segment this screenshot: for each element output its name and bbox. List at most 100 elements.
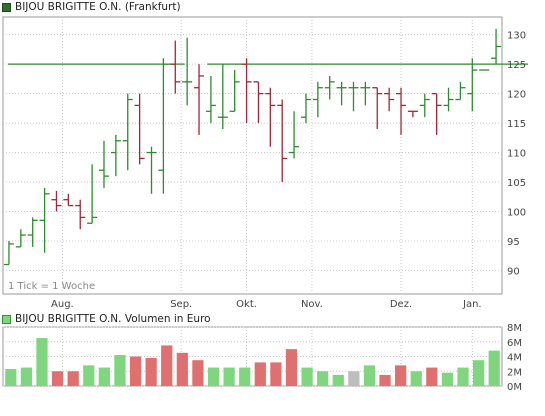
volume-bar — [395, 365, 407, 386]
price-x-tick-label: Nov. — [301, 299, 323, 310]
price-y-ticks: 90 95 100 105 110 115 120 125 130 — [507, 31, 526, 278]
ohlc-bar — [75, 199, 86, 230]
ohlc-bar — [348, 81, 359, 112]
price-y-tick-label: 125 — [507, 60, 526, 71]
price-y-tick-label: 100 — [507, 207, 526, 218]
volume-bar — [301, 367, 313, 386]
volume-bar — [270, 362, 282, 386]
volume-y-tick-label: 2M — [507, 367, 522, 378]
volume-bar — [20, 367, 33, 386]
price-y-tick-label: 120 — [507, 90, 526, 101]
ohlc-bar — [360, 81, 371, 106]
volume-bar — [114, 355, 126, 386]
price-y-tick-label: 90 — [507, 266, 520, 277]
volume-bars — [5, 338, 500, 386]
ohlc-bar — [289, 111, 300, 159]
ohlc-bar — [419, 93, 430, 118]
ohlc-bar — [51, 190, 62, 212]
volume-bar — [98, 367, 110, 386]
ohlc-bar — [110, 134, 121, 177]
ohlc-bar — [324, 75, 335, 100]
ohlc-bar — [455, 81, 466, 101]
volume-bar — [285, 349, 298, 386]
price-legend-swatch — [2, 2, 11, 12]
ohlc-bar — [336, 81, 347, 106]
ohlc-bar — [277, 99, 288, 183]
price-x-ticks: Aug. Sep. Okt. Nov. Dez. Jan. — [51, 299, 482, 310]
volume-bar — [488, 350, 500, 386]
ohlc-bar — [241, 58, 252, 124]
volume-bar — [223, 367, 235, 386]
volume-bar — [207, 367, 220, 386]
price-x-tick-label: Okt. — [236, 299, 257, 310]
volume-bar — [363, 365, 376, 386]
ohlc-bar — [158, 58, 169, 194]
ohlc-bar — [217, 64, 228, 129]
price-y-tick-label: 115 — [507, 119, 526, 130]
ohlc-bar — [443, 87, 454, 112]
price-y-tick-label: 110 — [507, 149, 526, 160]
volume-bar — [239, 367, 251, 386]
volume-y-tick-label: 4M — [507, 353, 522, 364]
ohlc-bar — [467, 58, 478, 112]
ohlc-bar — [122, 93, 133, 171]
ohlc-bar — [300, 93, 311, 124]
ohlc-bar — [134, 93, 145, 165]
ohlc-bar — [170, 40, 181, 94]
ohlc-bar — [3, 240, 14, 266]
volume-bar — [145, 357, 157, 386]
ohlc-bar — [396, 87, 407, 135]
volume-bar — [254, 362, 266, 386]
price-y-tick-label: 95 — [507, 237, 520, 248]
ohlc-bar — [312, 81, 323, 118]
ohlc-bar — [229, 70, 240, 112]
ohlc-bar — [87, 164, 98, 224]
volume-bar — [332, 374, 344, 386]
volume-bar — [317, 371, 329, 386]
volume-bar — [379, 374, 391, 386]
price-x-tick-label: Jan. — [462, 299, 482, 310]
price-x-tick-label: Dez. — [390, 299, 412, 310]
volume-bar — [129, 356, 142, 386]
price-x-tick-label: Aug. — [51, 299, 74, 310]
volume-bar — [472, 360, 485, 386]
volume-y-tick-label: 0M — [507, 382, 522, 393]
volume-bar — [457, 367, 469, 386]
volume-bar — [426, 367, 438, 386]
ohlc-bar — [39, 187, 50, 253]
ohlc-bar — [372, 87, 383, 129]
volume-legend-swatch — [2, 314, 11, 324]
volume-bar — [67, 371, 79, 386]
ohlc-bar — [253, 81, 264, 124]
ohlc-bar — [491, 28, 502, 65]
price-y-tick-label: 105 — [507, 178, 526, 189]
volume-bar — [192, 360, 204, 386]
volume-y-ticks: 0M 2M 4M 6M 8M — [507, 323, 522, 393]
ohlc-bar — [194, 64, 205, 135]
volume-bar — [5, 369, 17, 386]
volume-bar — [410, 371, 422, 386]
volume-bar — [51, 371, 64, 386]
ohlc-bar — [15, 229, 26, 248]
volume-bar — [36, 338, 48, 386]
ohlc-bar — [431, 92, 442, 135]
ohlc-bar — [146, 146, 157, 194]
volume-chart-header: BIJOU BRIGITTE O.N. Volumen in Euro — [0, 312, 211, 326]
price-plot-frame — [2, 16, 503, 295]
volume-bar — [161, 345, 173, 386]
price-chart-header: BIJOU BRIGITTE O.N. (Frankfurt) — [0, 0, 181, 14]
volume-bar — [83, 365, 95, 386]
price-grid — [2, 16, 503, 295]
ohlc-bar — [63, 193, 74, 207]
ohlc-bar — [265, 87, 276, 147]
ohlc-bar — [98, 140, 109, 188]
price-ohlc-bars — [3, 28, 502, 266]
ohlc-bar — [384, 87, 395, 112]
volume-bar — [348, 371, 360, 386]
volume-chart-title: BIJOU BRIGITTE O.N. Volumen in Euro — [15, 313, 211, 325]
tick-note: 1 Tick = 1 Woche — [8, 281, 95, 292]
volume-bar — [441, 372, 454, 386]
volume-y-tick-label: 8M — [507, 323, 522, 334]
ohlc-bar — [182, 37, 193, 106]
